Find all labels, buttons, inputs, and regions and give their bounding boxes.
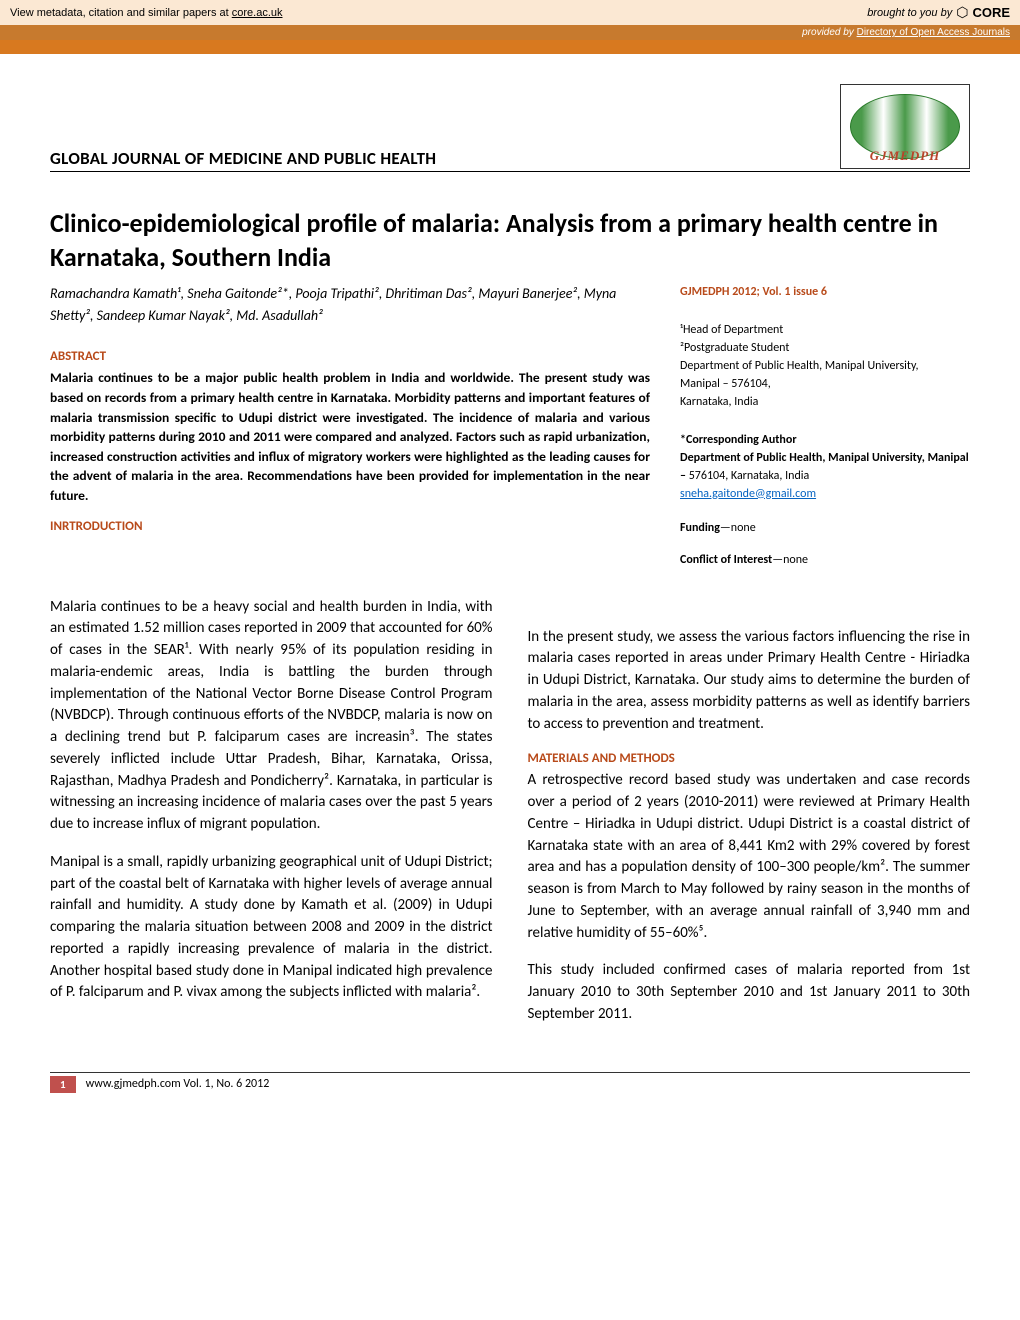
journal-logo: GJMEDPH — [840, 84, 970, 169]
funding-line: Funding—none — [680, 519, 970, 537]
funding-label: Funding — [680, 521, 720, 535]
core-brand: brought to you by ⬡ CORE — [867, 4, 1010, 21]
abstract-heading: ABSTRACT — [50, 349, 650, 364]
corresponding-author: *Corresponding Author Department of Publ… — [680, 431, 970, 503]
core-link[interactable]: core.ac.uk — [232, 7, 283, 19]
metadata-prefix: View metadata, citation and similar pape… — [10, 7, 232, 19]
conflict-line: Conflict of Interest—none — [680, 551, 970, 569]
intro-para-1: Malaria continues to be a heavy social a… — [50, 597, 493, 836]
lower-left-col: Malaria continues to be a heavy social a… — [50, 597, 493, 1042]
issue-info: GJMEDPH 2012; Vol. 1 issue 6 — [680, 283, 970, 301]
affil-line: Department of Public Health, Manipal Uni… — [680, 357, 970, 375]
sidebar-meta: GJMEDPH 2012; Vol. 1 issue 6 ¹Head of De… — [680, 283, 970, 583]
conflict-value: —none — [772, 553, 808, 567]
corr-label: *Corresponding Author — [680, 433, 797, 447]
core-icon: ⬡ — [956, 4, 968, 21]
funding-value: —none — [720, 521, 756, 535]
journal-header: GLOBAL JOURNAL OF MEDICINE AND PUBLIC HE… — [50, 84, 970, 172]
provider-link[interactable]: Directory of Open Access Journals — [857, 27, 1010, 38]
provider-banner: provided by Directory of Open Access Jou… — [0, 25, 1020, 40]
page-footer: 1 www.gjmedph.com Vol. 1, No. 6 2012 — [50, 1072, 970, 1093]
lower-right-col: In the present study, we assess the vari… — [528, 597, 971, 1042]
provided-by-prefix: provided by — [802, 27, 856, 38]
study-aim-para: In the present study, we assess the vari… — [528, 627, 971, 736]
author-list: Ramachandra Kamath¹, Sneha Gaitonde²*, P… — [50, 283, 650, 328]
metadata-text: View metadata, citation and similar pape… — [10, 7, 283, 19]
logo-text: GJMEDPH — [841, 148, 969, 164]
conflict-label: Conflict of Interest — [680, 553, 772, 567]
abstract-text: Malaria continues to be a major public h… — [50, 368, 650, 505]
affil-line: ¹Head of Department — [680, 321, 970, 339]
methods-para-1: A retrospective record based study was u… — [528, 770, 971, 944]
page-number: 1 — [50, 1076, 76, 1093]
affil-line: Manipal – 576104, — [680, 375, 970, 393]
methods-heading: MATERIALS AND METHODS — [528, 751, 971, 766]
core-label: CORE — [972, 5, 1010, 20]
affil-line: Karnataka, India — [680, 393, 970, 411]
methods-para-2: This study included confirmed cases of m… — [528, 960, 971, 1025]
affiliations: ¹Head of Department ²Postgraduate Studen… — [680, 321, 970, 411]
introduction-heading: INRTRODUCTION — [50, 519, 650, 534]
article-title: Clinico-epidemiological profile of malar… — [50, 207, 970, 275]
page-content: GLOBAL JOURNAL OF MEDICINE AND PUBLIC HE… — [0, 54, 1020, 1133]
corr-email-link[interactable]: sneha.gaitonde@gmail.com — [680, 487, 816, 501]
upper-columns: Ramachandra Kamath¹, Sneha Gaitonde²*, P… — [50, 283, 970, 583]
left-upper: Ramachandra Kamath¹, Sneha Gaitonde²*, P… — [50, 283, 650, 583]
footer-url: www.gjmedph.com Vol. 1, No. 6 2012 — [86, 1077, 270, 1091]
corr-rest: 576104, Karnataka, India — [689, 469, 810, 483]
metadata-banner: View metadata, citation and similar pape… — [0, 0, 1020, 25]
lower-columns: Malaria continues to be a heavy social a… — [50, 597, 970, 1042]
intro-para-2: Manipal is a small, rapidly urbanizing g… — [50, 852, 493, 1004]
brought-by-text: brought to you by — [867, 7, 952, 19]
journal-name: GLOBAL JOURNAL OF MEDICINE AND PUBLIC HE… — [50, 148, 436, 169]
affil-line: ²Postgraduate Student — [680, 339, 970, 357]
orange-divider — [0, 40, 1020, 54]
